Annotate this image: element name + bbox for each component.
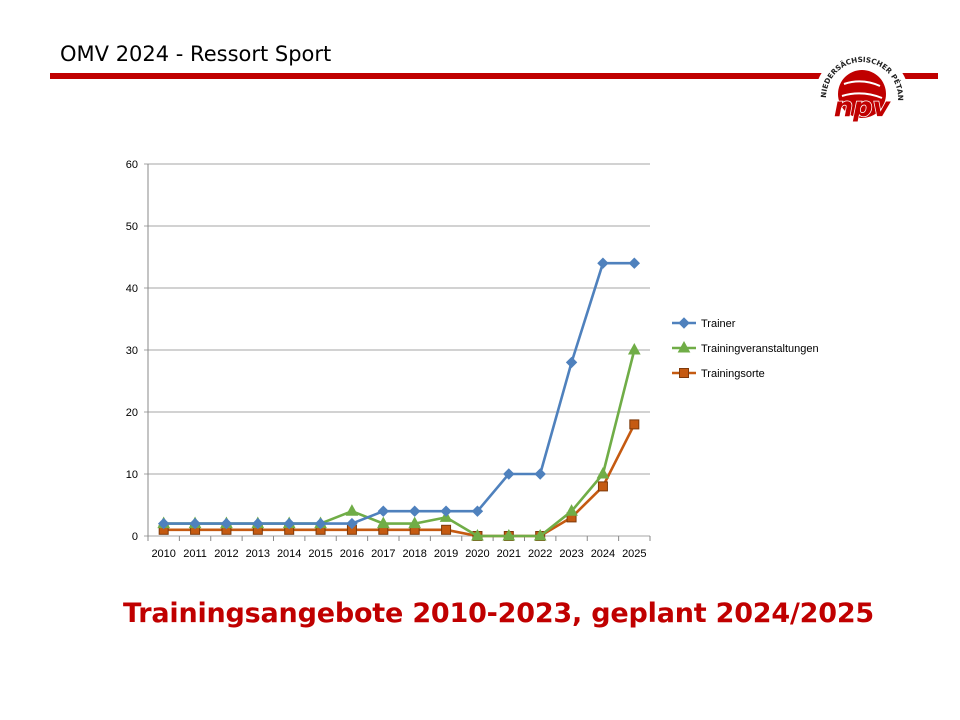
data-point [565,356,578,369]
data-point [345,504,359,516]
x-axis: 2010 2011 2012 2013 2014 2015 2016 2017 2018 2019… [147,536,651,560]
data-point [596,466,610,479]
data-point [314,517,327,530]
data-point [189,517,201,530]
data-point [627,342,641,355]
y-tick-label: 20 [126,407,138,419]
data-point [534,468,546,480]
data-point [629,419,640,430]
data-point [408,516,422,529]
y-tick-label: 0 [132,531,138,543]
data-point [408,505,421,517]
x-tick-label: 2012 [214,548,238,560]
x-tick-label: 2017 [371,548,395,560]
data-point [502,528,516,541]
x-tick-label: 2018 [402,548,426,560]
series-trainer [157,257,641,530]
y-axis: 0 10 20 30 40 50 60 [126,159,149,543]
data-point [377,505,390,517]
slide-caption: Trainingsangebote 2010-2023, geplant 202… [123,598,874,629]
slide-title: OMV 2024 - Ressort Sport [60,42,332,66]
data-point [503,468,515,480]
grid-lines [144,163,650,537]
legend-label: Trainingveranstaltungen [701,343,819,355]
data-point [597,257,609,269]
data-point [283,517,295,530]
legend-label: Trainer [701,318,736,330]
data-point [252,517,264,530]
legend-marker [678,317,690,329]
data-point [440,505,452,517]
y-tick-label: 10 [126,469,138,481]
data-point [628,257,641,269]
x-tick-label: 2010 [151,548,175,560]
data-point [441,524,452,535]
series-line [163,423,636,538]
series-line [163,261,635,525]
series-layer [157,257,641,541]
legend: Trainer Trainingveranstaltungen Trainingso… [672,317,819,380]
y-tick-label: 40 [126,283,138,295]
series-line [163,349,636,538]
x-tick-label: 2021 [497,548,521,560]
data-point [533,528,547,541]
data-point [346,517,358,530]
data-point [471,505,484,517]
x-tick-label: 2016 [340,548,364,560]
x-tick-label: 2025 [622,548,646,560]
legend-item: Trainingsorte [672,368,765,380]
x-tick-label: 2019 [434,548,458,560]
data-point [471,528,484,541]
data-point [565,504,578,516]
x-tick-label: 2013 [246,548,270,560]
x-tick-label: 2024 [591,548,615,560]
x-tick-label: 2020 [465,548,489,560]
legend-marker [679,368,689,378]
legend-marker [677,340,691,353]
x-tick-label: 2014 [277,548,301,560]
logo-wordmark: npv [834,92,892,123]
x-tick-label: 2015 [308,548,332,560]
y-tick-label: 60 [126,159,138,171]
x-tick-label: 2011 [183,548,207,560]
x-tick-label: 2023 [559,548,583,560]
legend-item: Trainingveranstaltungen [672,340,819,355]
y-tick-label: 30 [126,345,138,357]
legend-item: Trainer [672,317,736,330]
legend-label: Trainingsorte [701,368,765,380]
y-tick-label: 50 [126,221,138,233]
data-point [597,481,608,492]
data-point [157,517,170,530]
data-point [376,516,390,529]
npv-logo: NIEDERSÄCHSISCHER PÉTANQUE-VERBAND npv [812,48,910,146]
x-tick-label: 2022 [528,548,552,560]
title-rule [50,73,938,79]
data-point [220,517,233,530]
